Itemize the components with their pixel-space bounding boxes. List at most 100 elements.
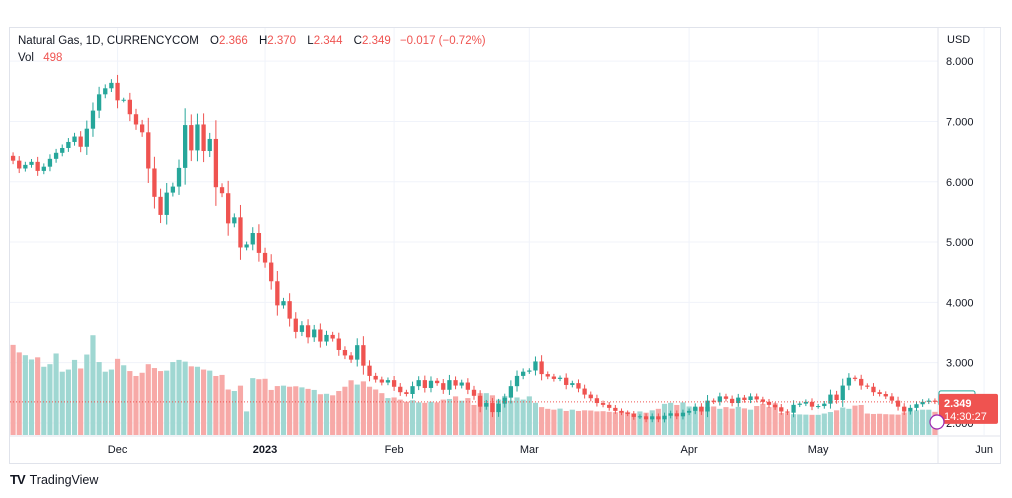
volume-legend: Vol 498 (18, 52, 62, 64)
candle-body (158, 196, 163, 215)
volume-bar (483, 393, 489, 435)
volume-bar (772, 403, 778, 435)
x-tick-label: Mar (520, 444, 539, 456)
volume-bar (127, 371, 133, 435)
volume-bar (108, 369, 114, 435)
volume-bar (409, 400, 416, 435)
volume-bar (207, 370, 213, 435)
volume-bar (262, 378, 268, 435)
volume-bar (250, 378, 256, 435)
volume-bar (778, 412, 784, 435)
candle-body (674, 413, 679, 417)
candle-body (809, 401, 815, 407)
low-label: L (307, 35, 314, 47)
volume-bar (551, 409, 557, 435)
tradingview-brand: TradingView (29, 472, 99, 487)
candle-body (643, 416, 649, 420)
candle-body (607, 404, 612, 408)
volume-bar (145, 364, 151, 435)
candle-body (865, 385, 870, 387)
candle-body (379, 379, 384, 383)
candle-body (385, 380, 391, 383)
volume-bar (883, 414, 889, 435)
volume-bar (612, 412, 618, 435)
volume-label[interactable]: Vol (18, 52, 34, 64)
volume-bar (508, 400, 514, 435)
ohlc-legend: Natural Gas, 1D, CURRENCYCOM O2.366 H2.3… (18, 35, 486, 47)
volume-bar (268, 389, 274, 435)
candle-body (705, 400, 710, 412)
volume-bar (96, 362, 102, 435)
candle-body (324, 334, 329, 342)
volume-bar (403, 401, 409, 435)
candle-body (914, 404, 919, 408)
candle-body (545, 374, 550, 377)
volume-bar (139, 372, 145, 435)
volume-bar (618, 411, 625, 435)
candle-body (299, 325, 305, 332)
volume-bar (852, 405, 858, 435)
high-value: 2.370 (267, 35, 297, 47)
currency-label[interactable]: USD (947, 34, 971, 46)
close-label: C (353, 35, 362, 47)
candle-body (127, 99, 132, 115)
x-tick-label: Jun (975, 444, 993, 456)
candle-body (207, 138, 212, 152)
volume-bar (889, 414, 895, 435)
symbol-title[interactable]: Natural Gas, 1D, CURRENCYCOM (18, 35, 199, 47)
candle-body (434, 380, 440, 384)
candle-body (920, 401, 925, 405)
volume-bar (348, 380, 354, 435)
volume-bar (65, 369, 71, 435)
candle-body (650, 416, 655, 420)
candle-body (502, 397, 507, 404)
volume-bar (797, 414, 803, 435)
volume-bar (323, 393, 330, 435)
candle-body (96, 94, 102, 111)
candle-body (10, 155, 16, 161)
candle-body (336, 338, 341, 350)
candle-body (176, 167, 182, 187)
volume-bar (299, 387, 305, 435)
tradingview-footer[interactable]: TV TradingView (10, 472, 98, 487)
volume-bar (90, 335, 96, 435)
volume-bar (133, 375, 139, 435)
candle-body (170, 186, 176, 193)
candle-body (232, 217, 237, 224)
y-tick-label: 8.000 (946, 56, 974, 68)
volume-bar (231, 391, 237, 435)
candle-body (828, 394, 833, 404)
candle-body (570, 383, 575, 385)
volume-bar (71, 359, 78, 435)
low-value: 2.344 (313, 35, 343, 47)
volume-bar (102, 371, 108, 435)
x-tick-label: Apr (681, 444, 698, 456)
volume-bar (582, 410, 588, 435)
candle-body (668, 413, 673, 416)
candle-body (23, 164, 28, 169)
volume-bar (287, 386, 293, 435)
candle-body (367, 365, 372, 376)
volume-bar (280, 385, 287, 435)
volume-bar (397, 399, 403, 435)
candle-body (582, 388, 587, 395)
candle-body (785, 411, 790, 413)
candle-body (895, 400, 901, 407)
candle-body (90, 110, 96, 129)
close-value: 2.349 (361, 35, 391, 47)
candle-body (66, 141, 71, 148)
volume-bar (907, 411, 913, 435)
volume-bar (809, 414, 815, 435)
candle-body (822, 403, 827, 407)
countdown-label: 14:30:27 (944, 411, 987, 423)
open-label: O (210, 35, 219, 47)
volume-bar (569, 409, 575, 435)
candle-body (625, 412, 630, 414)
volume-bar (164, 370, 170, 435)
candle-body (736, 397, 741, 404)
volume-bar (477, 393, 483, 435)
volume-bar (760, 403, 766, 435)
candle-body (662, 415, 667, 420)
